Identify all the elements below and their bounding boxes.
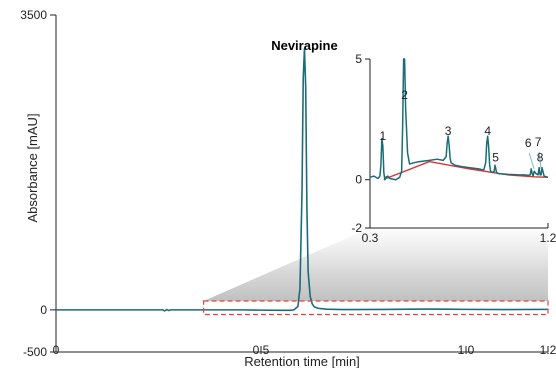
y-tick-label: 0 [40,303,47,317]
x-tick-label: 0.5 [253,343,270,357]
x-axis-label: Retention time [min] [244,354,360,368]
y-tick-label: -500 [23,345,47,359]
peak-leader-line [528,153,535,170]
x-tick-label: 1.2 [540,343,556,357]
peak-label-8: 8 [537,151,544,165]
y-tick-label: 3500 [20,8,47,22]
x-tick-label: 1.0 [458,343,475,357]
peak-leader-line [538,151,542,169]
main-trace-line [56,47,549,312]
peak-label-1: 1 [380,129,387,143]
inset-background [370,59,548,228]
inset-x-tick-label: 0.3 [362,231,379,245]
inset-trace-line [369,58,549,181]
peak-label-4: 4 [484,124,491,138]
zoom-region-box [203,300,549,316]
inset-y-tick-label: -2 [351,221,362,235]
peak-label-5: 5 [492,151,499,165]
y-axis-label: Absorbance [mAU] [25,113,40,222]
inset-y-tick-label: 5 [355,52,362,66]
inset-x-tick-label: 1.2 [540,231,556,245]
x-tick-label: 0 [53,343,60,357]
peak-label-2: 2 [401,88,408,102]
main-plot: -500 0 3500 0 0.5 1.0 1.2 Absorbance [mAU] Re… [20,8,556,368]
inset-y-tick-label: 0 [355,173,362,187]
nevirapine-label: Nevirapine [271,38,337,53]
zoom-projection [203,228,548,302]
inset-zoom-chart: -205 0.3 1.2 123 456 78 [351,52,556,245]
peak-label-3: 3 [445,124,452,138]
peak-label-6: 6 [525,136,532,150]
peak-label-7: 7 [535,135,542,149]
